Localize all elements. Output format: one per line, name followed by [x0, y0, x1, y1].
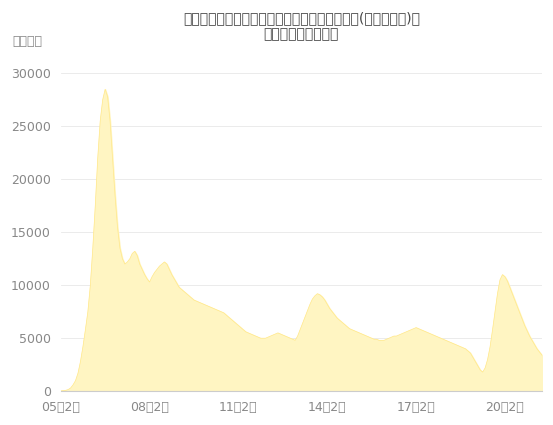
- Title: 「ピクテ・グローバル・インカム株式ファンド(毎月分配型)」
の純資産残高の推移: 「ピクテ・グローバル・インカム株式ファンド(毎月分配型)」 の純資産残高の推移: [183, 11, 420, 41]
- Text: （億円）: （億円）: [13, 35, 43, 48]
